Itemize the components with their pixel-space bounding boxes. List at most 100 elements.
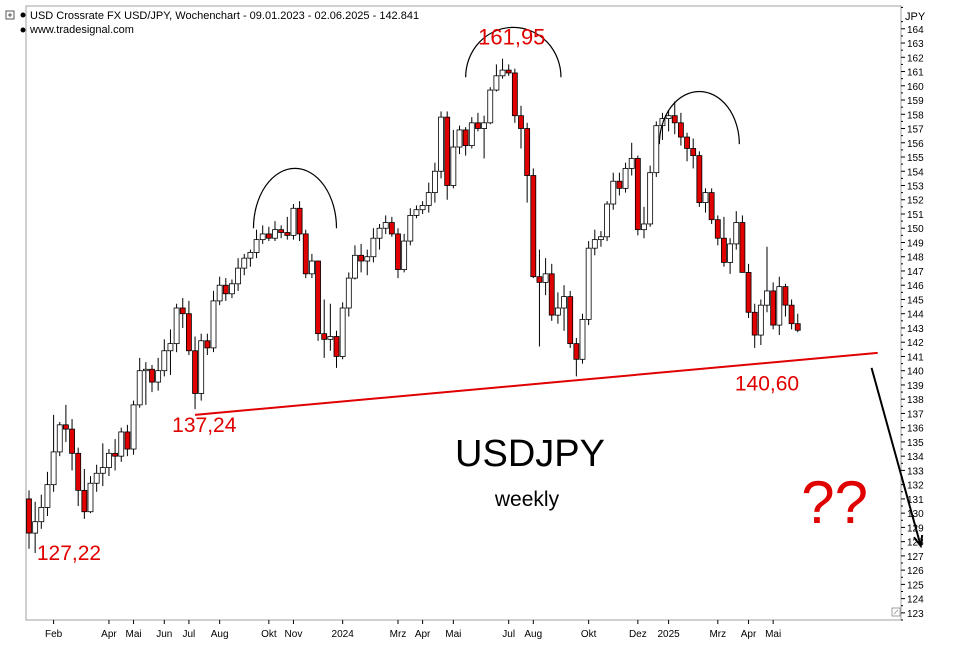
candle xyxy=(364,249,371,276)
candle xyxy=(610,172,617,210)
candle xyxy=(511,68,518,123)
candle-body-up xyxy=(604,203,610,238)
candle-body-up xyxy=(370,237,377,258)
candle xyxy=(136,357,143,408)
peak-arc xyxy=(252,167,338,229)
candle xyxy=(468,117,475,149)
candle xyxy=(505,64,512,76)
candle-body-up xyxy=(327,336,334,340)
x-tick-label: Aug xyxy=(211,629,229,640)
candle-body-up xyxy=(259,233,266,241)
candle-body-up xyxy=(561,296,567,309)
y-tick-label: 161 xyxy=(907,68,924,79)
candle-body-down xyxy=(788,304,795,325)
question-marks-annotation: ?? xyxy=(801,469,868,536)
candle-body-up xyxy=(382,222,389,229)
peak-arc xyxy=(658,90,740,145)
candle xyxy=(321,299,328,358)
candle xyxy=(204,333,211,356)
candle-layer xyxy=(26,58,801,554)
y-tick-label: 156 xyxy=(907,139,924,150)
candle-body-up xyxy=(272,229,278,239)
candle xyxy=(296,201,303,242)
y-tick-label: 123 xyxy=(907,609,924,620)
candle-body-up xyxy=(456,129,463,148)
candle-body-down xyxy=(149,368,155,383)
candle-body-up xyxy=(235,267,242,285)
x-tick-label: Aug xyxy=(524,629,542,640)
y-tick-label: 145 xyxy=(907,295,924,306)
x-tick-label: Okt xyxy=(581,629,597,640)
candle-body-up xyxy=(481,122,488,129)
y-tick-label: 136 xyxy=(907,424,924,435)
candle xyxy=(75,447,82,507)
candle xyxy=(407,208,414,246)
candle xyxy=(124,424,131,457)
x-tick-label: Dez xyxy=(629,629,647,640)
candle-body-up xyxy=(308,260,315,275)
candle-body-up xyxy=(591,239,598,249)
y-tick-label: 158 xyxy=(907,110,924,121)
candle xyxy=(721,216,727,267)
candle xyxy=(382,215,389,234)
price-level-annotation: 140,60 xyxy=(735,373,799,396)
candle-body-up xyxy=(56,424,63,453)
x-tick-label: 2024 xyxy=(332,629,355,640)
resize-handle[interactable] xyxy=(891,607,901,617)
candle xyxy=(493,64,500,92)
candle-body-up xyxy=(401,240,408,270)
candle-body-up xyxy=(413,209,420,216)
axis-layer: JPY 123124125126127128129130131132133134… xyxy=(45,6,926,640)
candle xyxy=(56,421,63,457)
candle-body-up xyxy=(438,116,444,172)
y-tick-label: 132 xyxy=(907,481,924,492)
candle-body-up xyxy=(419,205,426,211)
x-tick-label: Okt xyxy=(261,629,277,640)
candle xyxy=(499,58,506,79)
candle xyxy=(241,253,248,276)
candle-body-down xyxy=(536,276,543,283)
candle-body-up xyxy=(493,75,500,91)
candle xyxy=(598,231,604,247)
candle-body-up xyxy=(647,172,654,225)
projection-arrow-line xyxy=(870,367,922,547)
candle-body-up xyxy=(733,222,740,245)
candle-body-up xyxy=(425,192,432,206)
candle xyxy=(185,300,192,356)
y-tick-label: 159 xyxy=(907,96,924,107)
candle-body-down xyxy=(794,323,801,331)
candle xyxy=(782,283,789,317)
candle xyxy=(708,188,715,224)
candle-body-down xyxy=(690,148,697,156)
candle xyxy=(118,427,125,462)
candle xyxy=(87,476,94,514)
candle xyxy=(622,162,629,193)
candle xyxy=(284,216,291,240)
candle xyxy=(757,299,764,346)
y-tick-label: 131 xyxy=(907,495,924,506)
overlay-layer: USDJPY weekly 161,95 137,24 127,22 140,60?? xyxy=(37,24,924,565)
x-tick-label: Mrz xyxy=(709,629,726,640)
source-bullet-icon xyxy=(20,27,26,33)
candle xyxy=(714,215,721,246)
candle xyxy=(591,229,598,256)
candle xyxy=(561,285,567,331)
x-tick-label: Apr xyxy=(101,629,117,640)
candle xyxy=(99,443,106,487)
candle xyxy=(259,225,266,244)
y-tick-label: 138 xyxy=(907,395,924,406)
candle-body-up xyxy=(50,451,57,486)
y-tick-label: 124 xyxy=(907,595,924,606)
candle-body-up xyxy=(136,370,143,406)
candle xyxy=(745,263,752,318)
plot-frame xyxy=(25,5,902,621)
candle xyxy=(229,279,235,299)
candle xyxy=(69,419,75,471)
candle xyxy=(425,182,432,213)
y-tick-label: 142 xyxy=(907,338,924,349)
candle xyxy=(431,162,438,203)
candle-body-up xyxy=(727,243,733,263)
candle-body-up xyxy=(628,158,635,169)
candle xyxy=(50,414,57,492)
candle-body-down xyxy=(26,498,32,534)
